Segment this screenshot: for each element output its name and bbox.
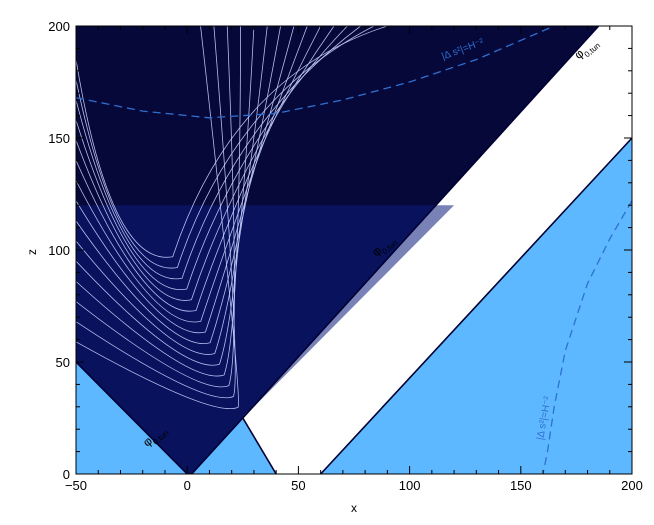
boundary-line-2	[191, 417, 244, 474]
axis-ticks	[75, 25, 633, 475]
plot-area	[76, 26, 632, 474]
contour-line-3	[76, 26, 235, 388]
x-tick-label: 100	[399, 478, 421, 493]
annotation-curve-2	[542, 200, 632, 474]
annotation-layer	[76, 26, 632, 474]
contour-line-11	[76, 26, 335, 301]
boundary-line-3	[242, 26, 600, 419]
x-tick-label: 150	[510, 478, 532, 493]
contour-line-5	[76, 26, 255, 366]
contour-line-7	[76, 26, 282, 344]
y-tick-label: 200	[48, 19, 70, 34]
boundary-line-1	[76, 361, 188, 474]
x-tick-label: −50	[65, 478, 87, 493]
boundary-line-5	[320, 137, 632, 474]
x-axis-label: x	[351, 501, 357, 515]
y-tick-label: 0	[63, 467, 70, 482]
y-tick-label: 50	[56, 355, 70, 370]
region-lower-valley-light	[191, 418, 277, 474]
contours-layer	[76, 26, 632, 474]
contour-line-13	[76, 26, 361, 280]
contour-line-8	[76, 26, 295, 334]
y-axis-label: z	[25, 249, 39, 255]
contour-line-15	[76, 26, 388, 258]
x-tick-label: 50	[291, 478, 305, 493]
contour-line-12	[76, 26, 348, 291]
contour-line-14	[76, 26, 375, 269]
mid-shade-band	[76, 205, 455, 474]
x-tick-label: 200	[621, 478, 643, 493]
x-tick-label: 0	[184, 478, 191, 493]
contour-line-6	[76, 26, 268, 355]
y-tick-label: 150	[48, 131, 70, 146]
contour-line-1	[76, 26, 239, 410]
contour-line-2	[76, 26, 236, 399]
annotation-curve-1	[76, 26, 555, 119]
boundary-line-4	[242, 417, 277, 474]
y-tick-label: 100	[48, 243, 70, 258]
